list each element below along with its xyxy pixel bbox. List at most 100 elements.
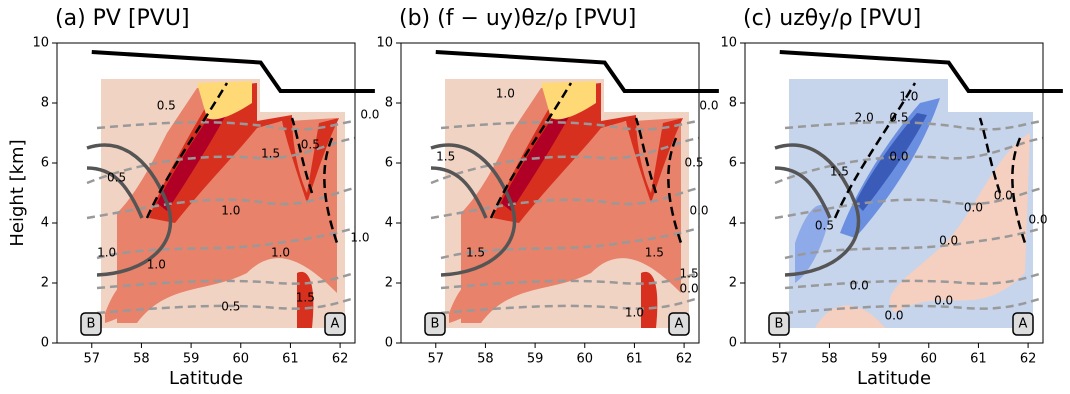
terrain-line [779,50,1063,93]
filled-contour [493,83,683,223]
filled-contour [541,81,596,120]
contour-label: 0.0 [850,279,869,293]
y-tick-label: 0 [385,336,393,351]
y-tick-label: 2 [385,276,393,291]
theta-contour [440,271,700,290]
x-tick-label: 61 [970,352,987,367]
corner-box [1012,312,1034,336]
x-axis-label: Latitude [169,368,243,389]
corner-box [768,312,790,336]
contour-label: 0.5 [301,138,320,152]
corner-label: B [87,317,96,332]
filled-contour [157,91,239,211]
theta-contour [96,226,356,260]
theta-contour [784,226,1044,260]
theta-contour [440,296,700,315]
y-tick-label: 8 [385,96,393,111]
x-axis-label: Latitude [857,368,931,389]
filled-contour [105,282,142,323]
filled-contour [297,271,314,328]
x-tick-label: 62 [676,352,693,367]
contour-label: 2.0 [855,111,874,125]
zero-contour [145,82,339,244]
contour-label: 1.5 [296,291,315,305]
contour-label: 1.5 [680,267,699,281]
contour-label: 1.5 [261,147,280,161]
contour-label: 1.0 [221,204,240,218]
filled-contour [449,282,486,323]
panel-title: (b) (f − uy)θz/ρ [PVU] [399,6,636,31]
zero-contour [489,82,683,244]
y-tick-label: 10 [720,36,737,51]
wind-contour [774,143,861,277]
contour-label: 0.0 [994,189,1013,203]
x-tick-label: 59 [527,352,544,367]
x-tick-label: 58 [133,352,150,367]
contour-label: 0.0 [1028,213,1047,227]
theta-contour [440,119,700,131]
y-tick-label: 6 [385,156,393,171]
corner-label: A [1019,317,1028,332]
wind-contour [86,166,144,219]
filled-contour [117,83,337,323]
y-axis-label: Height [km] [7,139,28,246]
contour-label: 0.0 [699,99,718,113]
x-tick-label: 57 [427,352,444,367]
wind-contour [774,166,832,219]
wind-contour [86,143,173,277]
filled-contour [461,83,681,323]
x-tick-label: 60 [232,352,249,367]
theta-contour [430,136,700,185]
x-tick-label: 57 [83,352,100,367]
wind-contour [430,166,488,219]
x-tick-label: 57 [771,352,788,367]
y-tick-label: 10 [376,36,393,51]
theta-contour [96,296,356,315]
contour-field [430,79,700,328]
corner-box [80,312,102,336]
filled-contour [501,91,583,211]
contour-label: 1.5 [466,246,485,260]
zero-contour [833,82,1027,244]
y-tick-label: 0 [729,336,737,351]
contour-label: 1.0 [496,87,515,101]
contour-label: 0.0 [964,201,983,215]
corner-box [424,312,446,336]
contour-label: 0.5 [815,219,834,233]
y-tick-label: 0 [41,336,49,351]
x-tick-label: 62 [332,352,349,367]
filled-contour [795,204,830,283]
x-tick-label: 61 [282,352,299,367]
axes-frame [56,42,356,344]
panel: 1.51.01.51.01.51.50.50.00.00.0B A57 58 59 60… [376,6,719,367]
contour-label: 0.0 [934,294,953,308]
corner-label: A [675,317,684,332]
contour-label: 1.0 [147,258,166,272]
corner-label: A [331,317,340,332]
theta-contour [784,296,1044,315]
axes-frame [744,42,1044,344]
theta-contour [96,119,356,131]
axes-frame [400,42,700,344]
contour-label: 0.5 [889,111,908,125]
contour-label: 1.0 [271,246,290,260]
contour-label: 0.5 [157,99,176,113]
y-tick-label: 6 [41,156,49,171]
y-tick-label: 8 [729,96,737,111]
x-tick-label: 61 [626,352,643,367]
theta-contour [86,136,356,185]
contour-label: 0.0 [884,309,903,323]
panel-title: (a) PV [PVU] [55,6,190,31]
terrain-line [91,50,375,93]
x-tick-label: 60 [576,352,593,367]
contour-field [86,79,356,328]
y-tick-label: 4 [729,216,737,231]
filled-contour [149,83,339,223]
theta-contour [774,136,1044,185]
contour-label: 1.5 [436,150,455,164]
panel-title: (c) uzθy/ρ [PVU] [743,6,921,31]
contour-label: 0.5 [107,171,126,185]
corner-label: B [431,317,440,332]
theta-contour [784,119,1044,131]
